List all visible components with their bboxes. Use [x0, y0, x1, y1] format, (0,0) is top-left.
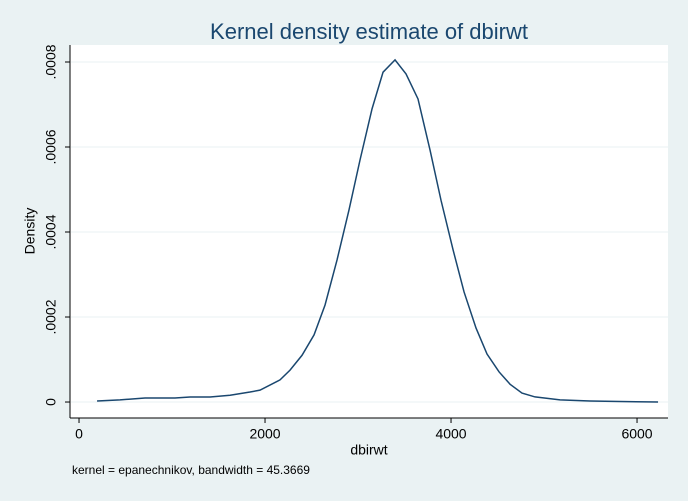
- y-tick-label: .0004: [43, 214, 59, 249]
- x-tick-label: 2000: [249, 426, 280, 442]
- y-tick-label: 0: [43, 398, 59, 406]
- x-tick-label: 0: [75, 426, 83, 442]
- plot-area: [70, 45, 668, 418]
- note: kernel = epanechnikov, bandwidth = 45.36…: [72, 463, 310, 477]
- y-tick-label: .0002: [43, 299, 59, 334]
- x-tick-label: 6000: [621, 426, 652, 442]
- y-axis-label: Density: [22, 208, 38, 255]
- density-line: [97, 58, 659, 403]
- x-axis-label: dbirwt: [350, 442, 387, 458]
- chart-title: Kernel density estimate of dbirwt: [210, 19, 528, 44]
- y-tick-label: .0006: [43, 129, 59, 164]
- x-tick-label: 4000: [435, 426, 466, 442]
- y-tick-label: .0008: [43, 44, 59, 79]
